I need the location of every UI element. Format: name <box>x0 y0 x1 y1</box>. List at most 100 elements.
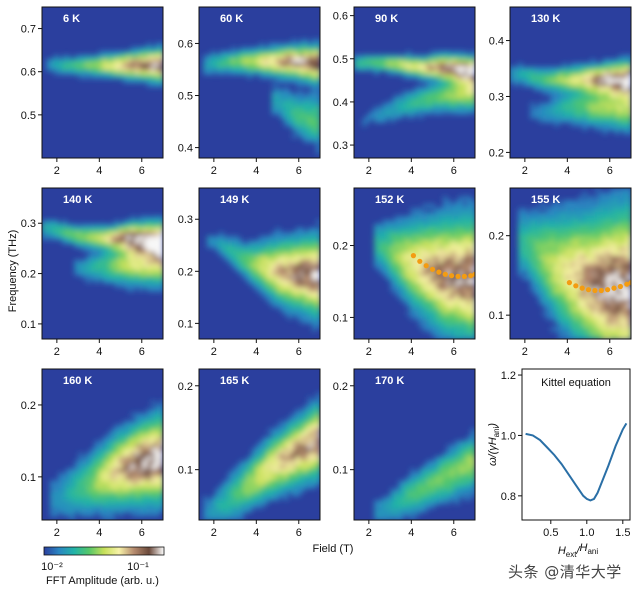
heatmap-cell <box>150 440 156 446</box>
heatmap-cell <box>582 255 588 261</box>
heatmap-cell <box>438 58 444 64</box>
heatmap-cell <box>414 307 420 312</box>
heatmap-cell <box>118 424 124 430</box>
heatmap-cell <box>602 295 608 300</box>
heatmap-cell <box>362 62 367 68</box>
heatmap-cell <box>271 271 277 277</box>
heatmap-cell <box>291 460 297 465</box>
heatmap-cell <box>150 432 156 438</box>
heatmap-cell <box>426 74 432 80</box>
heatmap-cell <box>446 251 452 257</box>
heatmap-cell <box>614 331 620 336</box>
heatmap-cell <box>231 516 236 520</box>
heatmap-cell <box>434 303 440 308</box>
heatmap-cell <box>126 227 132 233</box>
heatmap-cell <box>458 211 464 217</box>
heatmap-cell <box>582 323 588 328</box>
heatmap-cell <box>618 126 624 131</box>
heatmap-cell <box>263 279 269 284</box>
heatmap-cell <box>622 126 628 131</box>
heatmap-cell <box>303 412 309 418</box>
heatmap-cell <box>598 307 604 312</box>
heatmap-cell <box>590 323 596 328</box>
heatmap-cell <box>462 243 468 249</box>
y-tick-label: 0.3 <box>178 214 193 226</box>
heatmap-cell <box>582 287 588 292</box>
heatmap-cell <box>578 219 584 225</box>
heatmap-cell <box>406 62 412 68</box>
heatmap-cell <box>526 74 531 80</box>
heatmap-cell <box>442 50 448 56</box>
heatmap-cell <box>130 436 136 442</box>
heatmap-cell <box>279 488 285 493</box>
heatmap-cell <box>295 102 301 107</box>
heatmap-cell <box>126 508 132 513</box>
heatmap-cell <box>142 500 148 505</box>
heatmap-cell <box>462 267 468 273</box>
panel-temperature-label: 90 K <box>375 13 398 25</box>
heatmap-cell <box>554 86 559 92</box>
heatmap-cell <box>291 114 297 119</box>
heatmap-cell <box>142 448 148 454</box>
heatmap-cell <box>279 307 285 312</box>
heatmap-cell <box>554 267 559 273</box>
heatmap-cell <box>518 215 523 221</box>
heatmap-cell <box>590 199 596 205</box>
heatmap-cell <box>307 98 313 103</box>
heatmap-cell <box>311 66 317 72</box>
heatmap-cell <box>211 50 216 56</box>
heatmap-cell <box>74 472 79 477</box>
heatmap-cell <box>378 54 383 60</box>
heatmap-cell <box>546 255 551 261</box>
heatmap-cell <box>78 235 83 241</box>
heatmap-cell <box>366 62 371 68</box>
heatmap-cell <box>566 271 572 277</box>
heatmap-cell <box>550 287 555 292</box>
heatmap-cell <box>466 247 472 253</box>
heatmap-cell <box>311 416 317 422</box>
heatmap-cell <box>110 74 116 80</box>
heatmap-cell <box>610 188 616 193</box>
heatmap-cell <box>311 239 317 245</box>
heatmap-cell <box>394 291 399 296</box>
heatmap-cell <box>470 287 475 292</box>
heatmap-cell <box>279 110 285 115</box>
heatmap-cell <box>211 54 216 60</box>
heatmap-cell <box>287 279 293 284</box>
heatmap-cell <box>550 303 555 308</box>
heatmap-cell <box>590 203 596 209</box>
heatmap-cell <box>142 58 148 64</box>
heatmap-cell <box>114 62 120 68</box>
heatmap-cell <box>606 299 612 304</box>
heatmap-cell <box>66 512 71 517</box>
heatmap-cell <box>582 263 588 269</box>
heatmap-cell <box>434 66 440 72</box>
heatmap-cell <box>398 512 403 517</box>
heatmap-cell <box>50 488 55 493</box>
heatmap-cell <box>394 235 399 241</box>
heatmap-cell <box>271 452 277 458</box>
heatmap-cell <box>562 283 568 288</box>
heatmap-cell <box>614 114 620 119</box>
heatmap-cell <box>434 247 440 253</box>
heatmap-cell <box>150 70 156 76</box>
heatmap-cell <box>614 275 620 280</box>
heatmap-cell <box>74 54 79 60</box>
heatmap-cell <box>618 251 624 257</box>
heatmap-cell <box>570 215 576 221</box>
heatmap-cell <box>251 275 257 280</box>
heatmap-cell <box>626 335 631 339</box>
heatmap-cell <box>110 440 116 446</box>
heatmap-cell <box>150 496 156 501</box>
heatmap-cell <box>315 70 320 76</box>
heatmap-cell <box>626 243 631 249</box>
heatmap-cell <box>255 452 261 458</box>
heatmap-cell <box>374 231 379 237</box>
heatmap-cell <box>546 227 551 233</box>
heatmap-cell <box>227 66 232 72</box>
heatmap-cell <box>231 472 236 477</box>
heatmap-cell <box>422 58 428 64</box>
heatmap-cell <box>307 428 313 434</box>
heatmap-cell <box>526 82 531 88</box>
heatmap-cell <box>410 231 416 237</box>
